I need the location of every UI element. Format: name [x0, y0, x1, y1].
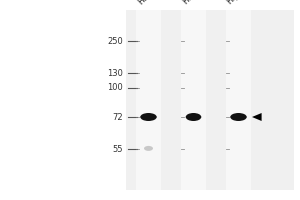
Bar [226, 10, 251, 190]
Text: 100: 100 [107, 83, 123, 92]
Ellipse shape [144, 146, 153, 151]
Text: 250: 250 [107, 36, 123, 46]
Ellipse shape [230, 113, 247, 121]
Bar [181, 10, 206, 190]
Text: Hela: Hela [136, 0, 155, 6]
Bar [126, 10, 294, 190]
Ellipse shape [186, 113, 201, 121]
Bar [136, 10, 161, 190]
Text: 72: 72 [112, 112, 123, 121]
Ellipse shape [140, 113, 157, 121]
Polygon shape [252, 113, 262, 121]
Text: H.placenta: H.placenta [225, 0, 262, 6]
Text: HepG2: HepG2 [181, 0, 207, 6]
Text: 55: 55 [112, 144, 123, 154]
Text: 130: 130 [107, 68, 123, 77]
